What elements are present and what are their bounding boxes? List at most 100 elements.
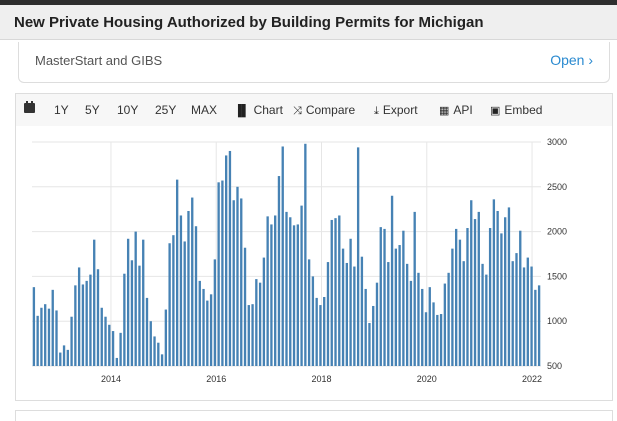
chart-bar[interactable] [428,287,431,366]
chart-bar[interactable] [266,216,269,366]
chart-bar[interactable] [258,282,262,366]
chart-bar[interactable] [326,262,330,366]
chart-bar[interactable] [402,230,405,366]
chart-bar[interactable] [277,176,281,366]
chart-bar[interactable] [32,287,36,366]
chart-bar[interactable] [387,262,390,366]
chart-bar[interactable] [379,227,382,366]
chart-bar[interactable] [375,282,379,366]
chart-bar[interactable] [311,276,315,366]
chart-bar[interactable] [70,316,73,366]
chart-bar[interactable] [74,285,77,366]
chart-bar[interactable] [247,305,250,366]
chart-bar[interactable] [183,241,186,366]
chart-bar[interactable] [360,256,364,366]
chart-bar[interactable] [454,228,458,366]
chart-bar[interactable] [436,314,439,366]
chart-bar[interactable] [504,217,507,366]
chart-bar[interactable] [364,288,367,366]
export-button[interactable]: ⤓ Export [374,103,418,118]
chart-bar[interactable] [281,146,284,366]
chart-bar[interactable] [304,143,307,366]
chart-bar[interactable] [44,304,47,366]
chart-bar[interactable] [213,259,217,366]
chart-bar[interactable] [534,289,537,366]
chart-bar[interactable] [466,228,469,366]
chart-bar[interactable] [51,289,54,366]
chart-bar[interactable] [292,225,296,366]
chart-bar[interactable] [198,280,201,366]
chart-bar[interactable] [262,257,266,366]
chart-bar[interactable] [477,211,480,366]
chart-bar[interactable] [289,217,292,366]
chart-bar[interactable] [488,228,492,366]
chart-bar[interactable] [175,179,179,366]
compare-button[interactable]: ⤨ Compare [293,103,355,118]
chart-bar[interactable] [451,248,454,366]
range-25y-button[interactable]: 25Y [155,103,176,117]
chart-bar[interactable] [191,197,194,366]
chart-bar[interactable] [96,269,100,366]
range-5y-button[interactable]: 5Y [85,103,100,117]
chart-bar[interactable] [138,265,141,366]
chart-bar[interactable] [119,332,122,366]
chart-bar[interactable] [334,218,337,366]
chart-bar[interactable] [89,274,92,366]
chart-bar[interactable] [168,243,171,366]
chart-bar[interactable] [153,336,156,366]
chart-bar[interactable] [500,233,503,366]
chart-bar[interactable] [413,211,416,366]
chart-bar[interactable] [390,195,394,366]
chart-bar[interactable] [323,297,326,366]
chart-bar[interactable] [417,272,420,366]
chart-bar[interactable] [522,267,526,366]
calendar-icon[interactable] [24,101,35,113]
range-10y-button[interactable]: 10Y [117,103,138,117]
chart-bar[interactable] [330,219,333,366]
chart-bar[interactable] [394,248,398,366]
chart-bar[interactable] [36,315,39,366]
chart-bar[interactable] [526,257,529,366]
chart-bar[interactable] [285,211,288,366]
chart-bar[interactable] [217,182,220,366]
chart-bar[interactable] [409,280,413,366]
range-1y-button[interactable]: 1Y [54,103,69,117]
chart-bar[interactable] [160,354,164,366]
api-button[interactable]: ▦ API [439,103,473,117]
chart-bar[interactable] [496,210,499,366]
chart-bar[interactable] [179,215,183,366]
embed-button[interactable]: ▣ Embed [490,103,542,117]
chart-bar[interactable] [130,260,134,366]
chart-button[interactable]: ▐▌ Chart [234,103,283,117]
chart-bar[interactable] [353,266,356,366]
chart-bar[interactable] [47,308,51,366]
chart-bar[interactable] [315,297,318,366]
chart-bar[interactable] [123,273,126,366]
chart-bar[interactable] [405,263,409,366]
chart-bar[interactable] [232,200,235,366]
chart-bar[interactable] [172,235,175,366]
chart-bar[interactable] [93,239,96,366]
chart-bar[interactable] [108,324,111,366]
chart-bar[interactable] [157,342,160,366]
chart-bar[interactable] [115,357,119,366]
chart-bar[interactable] [383,228,386,366]
chart-bar[interactable] [206,300,209,366]
chart-bar[interactable] [296,224,299,366]
open-link[interactable]: Open › [550,52,593,68]
chart-bar[interactable] [225,155,228,366]
chart-bar[interactable] [104,316,107,366]
chart-bar[interactable] [221,180,224,366]
chart-bar[interactable] [145,297,149,366]
chart-bar[interactable] [194,226,198,366]
chart-bar[interactable] [85,280,88,366]
chart-bar[interactable] [432,302,435,366]
chart-bar[interactable] [338,215,341,366]
chart-bar[interactable] [228,150,232,366]
chart-bar[interactable] [537,285,541,366]
chart-bar[interactable] [134,231,137,366]
chart-bar[interactable] [142,239,145,366]
chart-bar[interactable] [443,283,447,366]
chart-bar[interactable] [59,352,62,366]
chart-bar[interactable] [243,247,247,366]
